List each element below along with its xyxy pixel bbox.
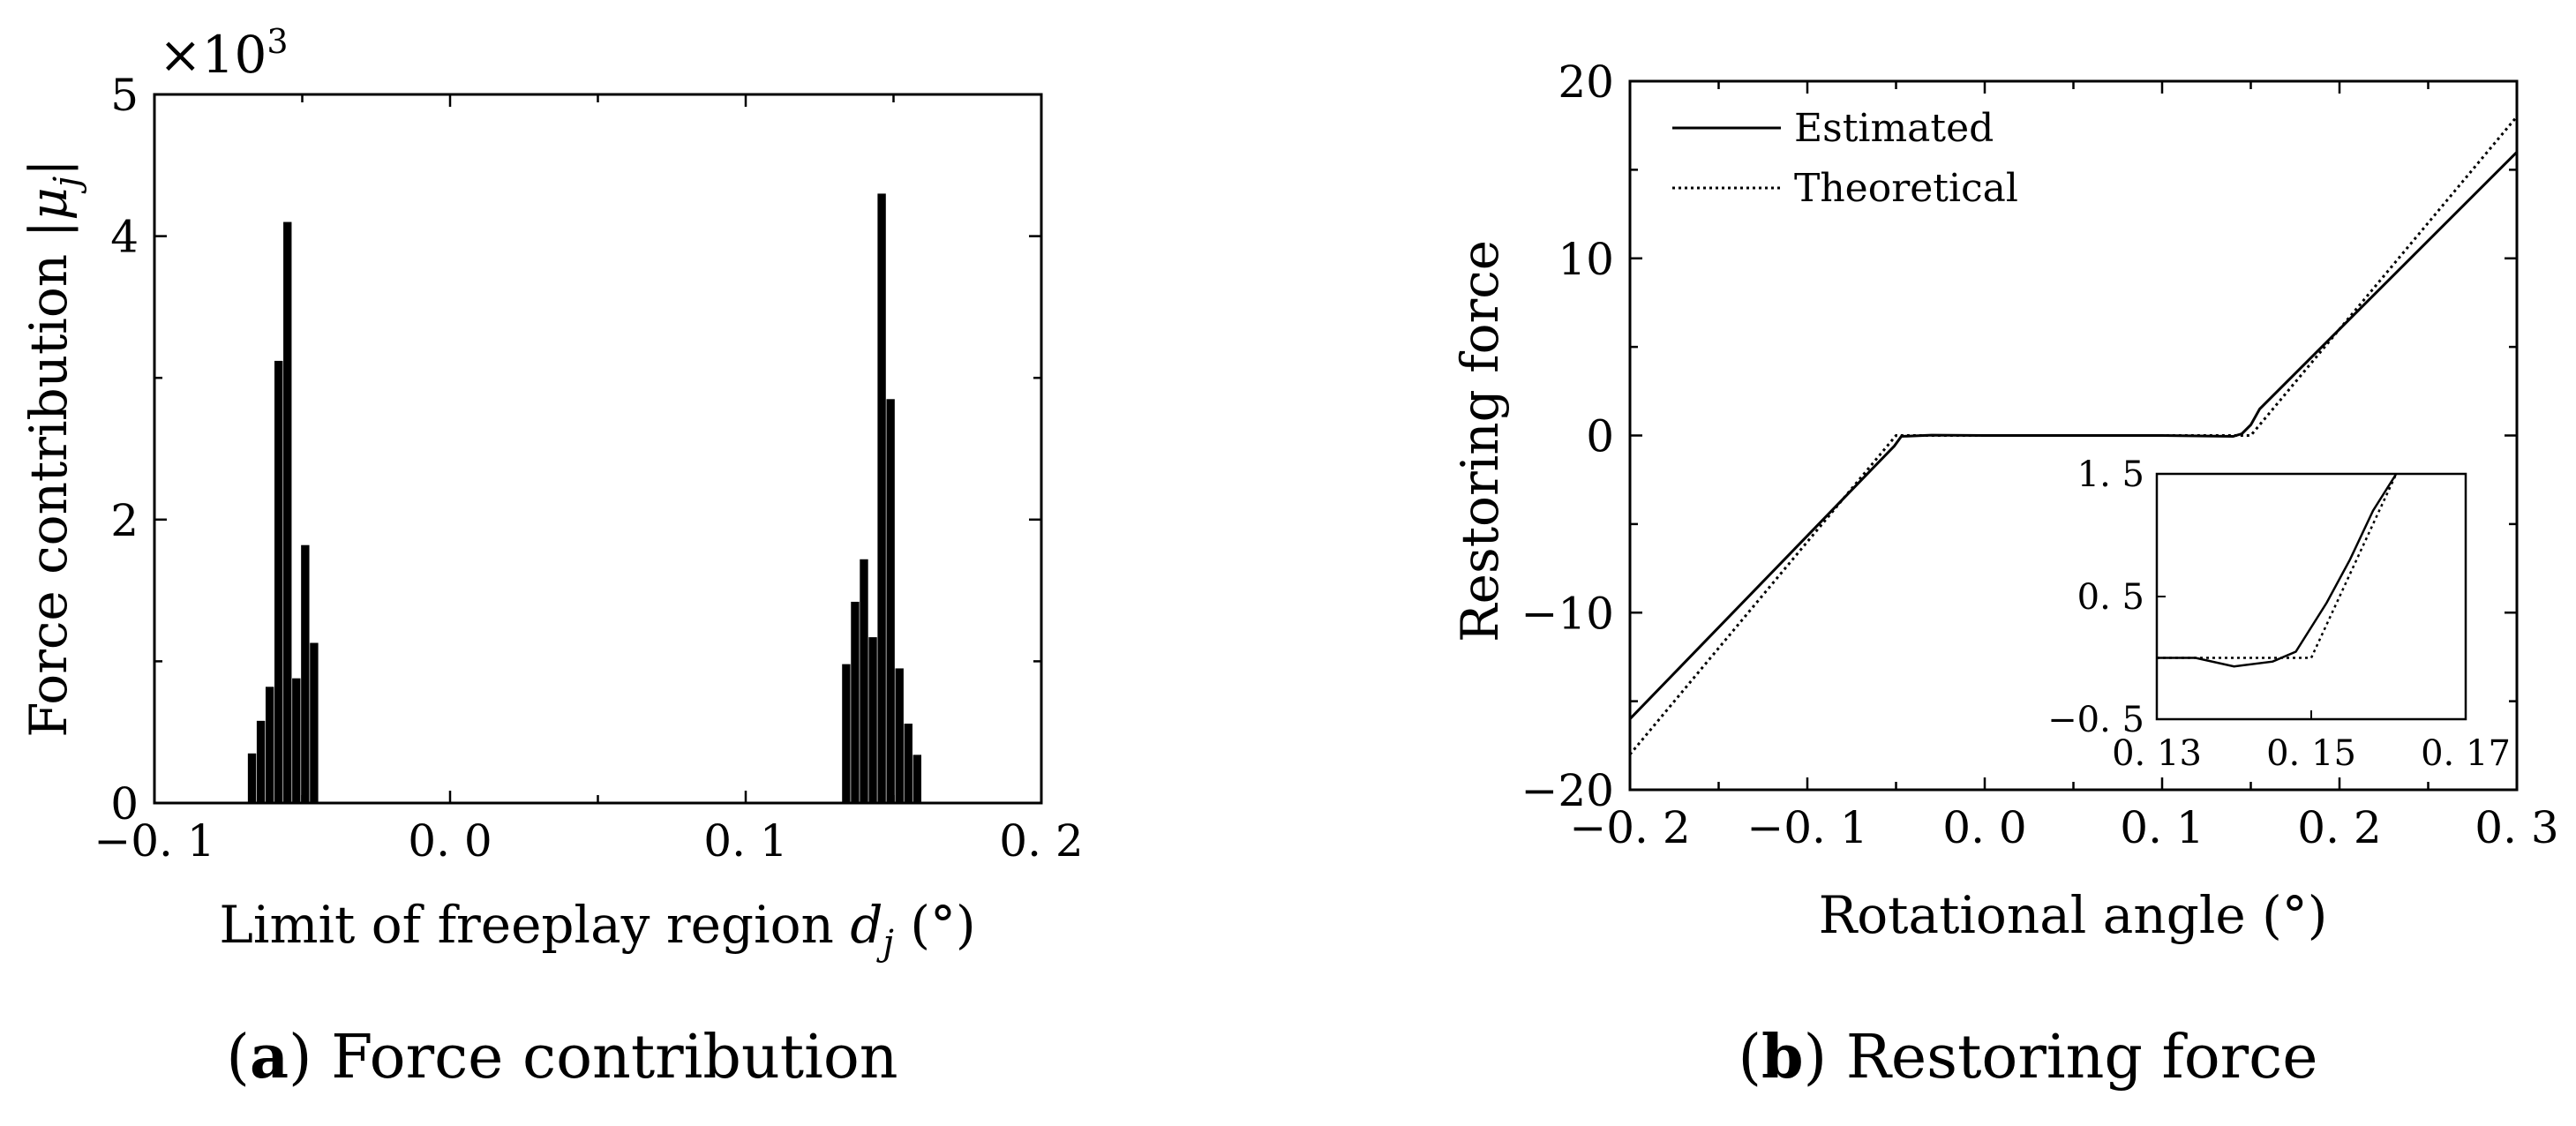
x-tick-label: 0. 2: [999, 815, 1083, 867]
bar: [860, 559, 868, 803]
x-tick-label: 0. 2: [2297, 802, 2381, 853]
inset-y-tick-labels: −0. 5 0. 5 1. 5: [2047, 454, 2144, 740]
inset-frame: [2155, 472, 2467, 721]
bar: [877, 193, 886, 804]
panel-b-y-axis-label: Restoring force: [1450, 240, 1510, 642]
bar: [247, 753, 257, 803]
panel-a-x-tick-labels: −0. 1 0. 0 0. 1 0. 2: [94, 815, 1083, 867]
y-tick-label: −10: [1521, 588, 1614, 639]
panel-a-ticks: [153, 93, 1043, 805]
inset-ticks: [2156, 473, 2467, 720]
bar: [274, 360, 283, 803]
panel-a-y-scale-label: ×103: [159, 22, 289, 85]
inset-series-line-estimated: [2157, 473, 2398, 668]
panel-b-ticks: [1628, 79, 2519, 792]
panel-b-restoring-force: −0. 2 −0. 1 0. 0 0. 1 0. 2 0. 3 −20 −10 0 10 20 E…: [1450, 56, 2559, 1092]
bar: [886, 399, 895, 803]
legend-theoretical-label: Theoretical: [1794, 166, 2018, 211]
y-tick-label: 5: [110, 70, 139, 121]
bar: [256, 720, 266, 803]
y-tick-label: 0: [110, 778, 139, 829]
panel-a-y-axis-label: Force contribution |μj|: [19, 159, 87, 738]
y-tick-label: 20: [1558, 56, 1614, 108]
inset-y-tick-label: 0. 5: [2077, 577, 2144, 618]
x-tick-label: 0. 0: [1942, 802, 2026, 853]
inset-series-line-theoretical: [2157, 473, 2398, 659]
series-line-theoretical: [1628, 116, 2519, 755]
y-tick-label: 4: [110, 212, 139, 263]
panel-b-x-tick-labels: −0. 2 −0. 1 0. 0 0. 1 0. 2 0. 3: [1569, 802, 2558, 853]
panel-a-bars: [247, 193, 921, 804]
bar: [310, 642, 319, 803]
legend-estimated-label: Estimated: [1794, 106, 1994, 151]
inset-y-tick-label: 1. 5: [2077, 454, 2144, 495]
panel-b-y-tick-labels: −20 −10 0 10 20: [1521, 56, 1614, 816]
x-tick-label: 0. 1: [2120, 802, 2204, 853]
bar: [904, 724, 912, 803]
bar: [912, 754, 921, 803]
panel-a-y-tick-labels: 0 2 4 5: [110, 70, 139, 829]
inset-x-tick-label: 0. 13: [2112, 733, 2202, 774]
bar: [868, 637, 877, 803]
panel-a-x-axis-label: Limit of freeplay region dj (°): [219, 895, 975, 964]
x-tick-label: 0. 1: [703, 815, 787, 867]
panel-b-series-lines: [1628, 116, 2519, 755]
bar: [265, 687, 274, 803]
inset-x-tick-labels: 0. 13 0. 15 0. 17: [2112, 733, 2511, 774]
y-tick-label: 2: [110, 495, 139, 546]
inset-x-tick-label: 0. 15: [2266, 733, 2356, 774]
bar: [851, 601, 860, 803]
y-tick-label: 10: [1558, 234, 1614, 285]
bar: [895, 668, 904, 803]
panel-b-inset: 0. 13 0. 15 0. 17 −0. 5 0. 5 1. 5: [2047, 454, 2511, 774]
panel-a-force-contribution: −0. 1 0. 0 0. 1 0. 2 0 2 4 5 ×103 Limit of fre…: [19, 22, 1084, 1092]
bar: [283, 221, 292, 804]
inset-series-lines: [2157, 473, 2398, 668]
panel-a-caption: (a) Force contribution: [226, 1022, 897, 1092]
x-tick-label: 0. 0: [408, 815, 492, 867]
y-tick-label: 0: [1586, 411, 1614, 462]
x-tick-label: 0. 3: [2475, 802, 2558, 853]
panel-b-caption: (b) Restoring force: [1739, 1022, 2318, 1092]
bar: [292, 678, 301, 803]
bar: [301, 544, 310, 803]
x-tick-label: −0. 1: [1746, 802, 1867, 853]
x-tick-label: −0. 1: [94, 815, 214, 867]
panel-b-x-axis-label: Rotational angle (°): [1819, 885, 2328, 945]
inset-y-tick-label: −0. 5: [2047, 700, 2144, 740]
x-tick-label: −0. 2: [1569, 802, 1690, 853]
y-tick-label: −20: [1521, 765, 1614, 816]
inset-x-tick-label: 0. 17: [2421, 733, 2511, 774]
panel-b-legend: Estimated Theoretical: [1672, 106, 2018, 211]
bar: [842, 664, 851, 803]
